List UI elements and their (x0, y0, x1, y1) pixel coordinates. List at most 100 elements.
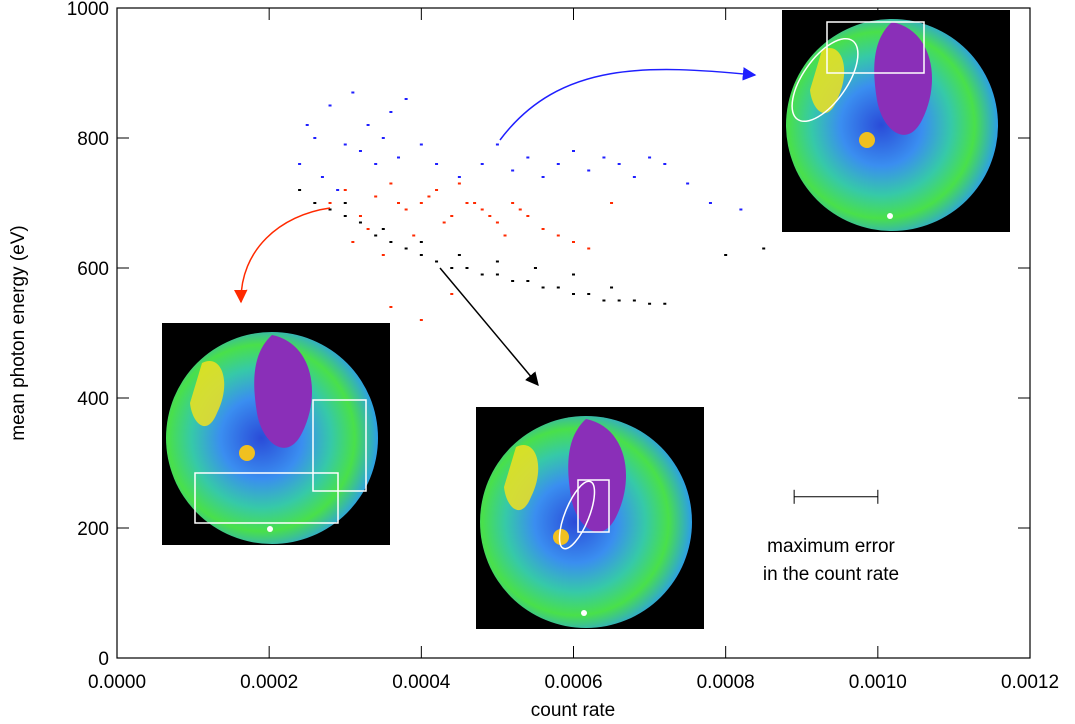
inset-box (194, 472, 339, 524)
point (389, 241, 393, 243)
point (328, 104, 332, 107)
point (632, 176, 636, 178)
point (587, 247, 591, 250)
point (572, 293, 575, 295)
y-tick-label: 800 (77, 129, 109, 150)
point (442, 221, 446, 224)
point (495, 260, 499, 263)
point (358, 215, 362, 217)
point (457, 176, 461, 178)
point (427, 195, 431, 198)
point (397, 202, 401, 204)
point (389, 182, 393, 185)
point (526, 280, 530, 282)
point (343, 215, 347, 217)
inset-image (162, 323, 390, 545)
point (374, 234, 378, 237)
point (374, 163, 378, 165)
point (313, 202, 317, 204)
point (648, 156, 652, 159)
y-tick-label: 200 (77, 519, 109, 540)
y-tick-label: 1000 (67, 0, 109, 20)
inset-box (577, 479, 610, 533)
point (610, 202, 614, 204)
point (366, 124, 370, 126)
x-tick-label: 0.0008 (697, 672, 755, 693)
point (313, 137, 317, 139)
point (351, 241, 355, 243)
point (480, 273, 484, 276)
inset-box (312, 399, 367, 492)
point (358, 221, 362, 224)
point (511, 169, 515, 172)
point (556, 234, 560, 237)
annotation: maximum error (767, 536, 895, 557)
inset-box (826, 21, 925, 74)
point (343, 189, 347, 191)
y-axis-label: mean photon energy (eV) (8, 225, 29, 440)
point (435, 163, 439, 165)
point (358, 150, 362, 152)
point (518, 208, 522, 211)
point (404, 208, 408, 211)
point (617, 299, 621, 302)
point (404, 247, 408, 250)
point (541, 286, 545, 289)
point (435, 260, 439, 263)
point (495, 273, 499, 276)
point (556, 286, 560, 289)
point (610, 286, 614, 289)
inset-image (782, 10, 1010, 232)
point (419, 241, 423, 243)
point (343, 202, 347, 204)
annotation: in the count rate (763, 564, 899, 585)
point (374, 195, 378, 198)
point (465, 202, 469, 204)
point (419, 143, 423, 146)
point (450, 293, 454, 295)
point (541, 176, 545, 178)
point (572, 150, 575, 152)
point (587, 169, 591, 172)
point (602, 156, 606, 159)
arrow (234, 207, 331, 304)
point (473, 202, 477, 204)
x-tick-label: 0.0010 (849, 672, 907, 693)
point (503, 234, 507, 237)
x-axis-label: count rate (531, 700, 616, 721)
point (511, 280, 515, 282)
point (602, 299, 606, 302)
x-tick-label: 0.0012 (1001, 672, 1059, 693)
point (328, 202, 332, 204)
point (305, 124, 309, 126)
point (572, 273, 575, 276)
point (298, 163, 302, 165)
inset-ellipse (558, 480, 596, 550)
arrow (499, 67, 757, 141)
point (572, 241, 575, 243)
point (762, 247, 766, 250)
point (397, 156, 401, 159)
point (617, 163, 621, 165)
point (336, 189, 340, 191)
y-tick-label: 600 (77, 259, 109, 280)
point (526, 215, 530, 217)
point (686, 182, 690, 185)
x-tick-label: 0.0002 (240, 672, 298, 693)
point (389, 111, 393, 113)
point (389, 306, 393, 308)
point (328, 208, 332, 211)
point (663, 302, 667, 305)
point (435, 189, 439, 191)
point (488, 215, 492, 217)
point (419, 202, 423, 204)
x-tick-label: 0.0006 (544, 672, 602, 693)
point (587, 293, 591, 295)
point (526, 156, 530, 159)
point (533, 267, 537, 269)
inset-image (476, 407, 704, 629)
point (320, 176, 324, 178)
point (457, 254, 461, 256)
y-tick-label: 0 (98, 649, 109, 670)
